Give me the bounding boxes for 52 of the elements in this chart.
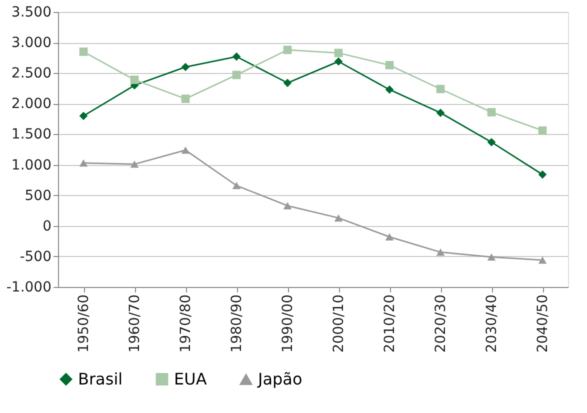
legend-label: EUA [174, 369, 207, 388]
point [232, 182, 241, 190]
legend-label: Japão [257, 370, 302, 388]
x-tick-label: 2000/10 [331, 294, 347, 353]
point [487, 138, 496, 146]
x-tick-label: 1980/90 [229, 294, 245, 353]
x-tick-label: 1990/00 [280, 294, 296, 353]
point [487, 108, 496, 116]
y-tick-label: 500 [24, 188, 52, 204]
x-tick-label: 1950/60 [76, 294, 92, 353]
y-tick-label: 3.000 [11, 35, 52, 52]
x-tick-label: 1960/70 [127, 294, 143, 353]
point [385, 60, 394, 70]
point [283, 78, 292, 88]
point [334, 57, 343, 66]
y-tick-label: -1.000 [6, 280, 52, 296]
point [334, 214, 343, 222]
point [283, 46, 292, 54]
x-tick-label: 1970/80 [178, 294, 194, 353]
y-tick-label: 1.000 [11, 157, 52, 174]
y-tick-label: 3.500 [11, 4, 52, 20]
point [385, 85, 394, 94]
point [385, 233, 394, 241]
y-tick-label: 0 [42, 218, 52, 234]
point [487, 253, 496, 261]
point [538, 256, 547, 264]
point [538, 170, 547, 179]
point [436, 108, 445, 118]
x-tick-label: 2030/40 [484, 294, 500, 353]
point [130, 160, 139, 168]
legend-label: Brasil [78, 369, 123, 388]
point [181, 62, 190, 72]
point [232, 70, 241, 80]
y-tick-label: 2.000 [11, 96, 52, 112]
point [334, 48, 343, 58]
point [232, 52, 241, 61]
y-tick-label: -500 [20, 248, 52, 265]
point [181, 94, 190, 103]
point [181, 146, 190, 154]
point [283, 202, 292, 210]
point [130, 76, 139, 84]
point [538, 126, 547, 135]
point [79, 159, 88, 167]
y-tick-label: 1.500 [11, 126, 52, 143]
point [436, 248, 445, 256]
y-tick-label: 2.500 [11, 66, 52, 82]
point [436, 84, 445, 94]
point [79, 48, 88, 56]
x-tick-label: 2020/30 [433, 294, 449, 353]
point [79, 112, 88, 120]
x-tick-label: 2040/50 [535, 294, 551, 353]
x-tick-label: 2010/20 [382, 294, 398, 353]
